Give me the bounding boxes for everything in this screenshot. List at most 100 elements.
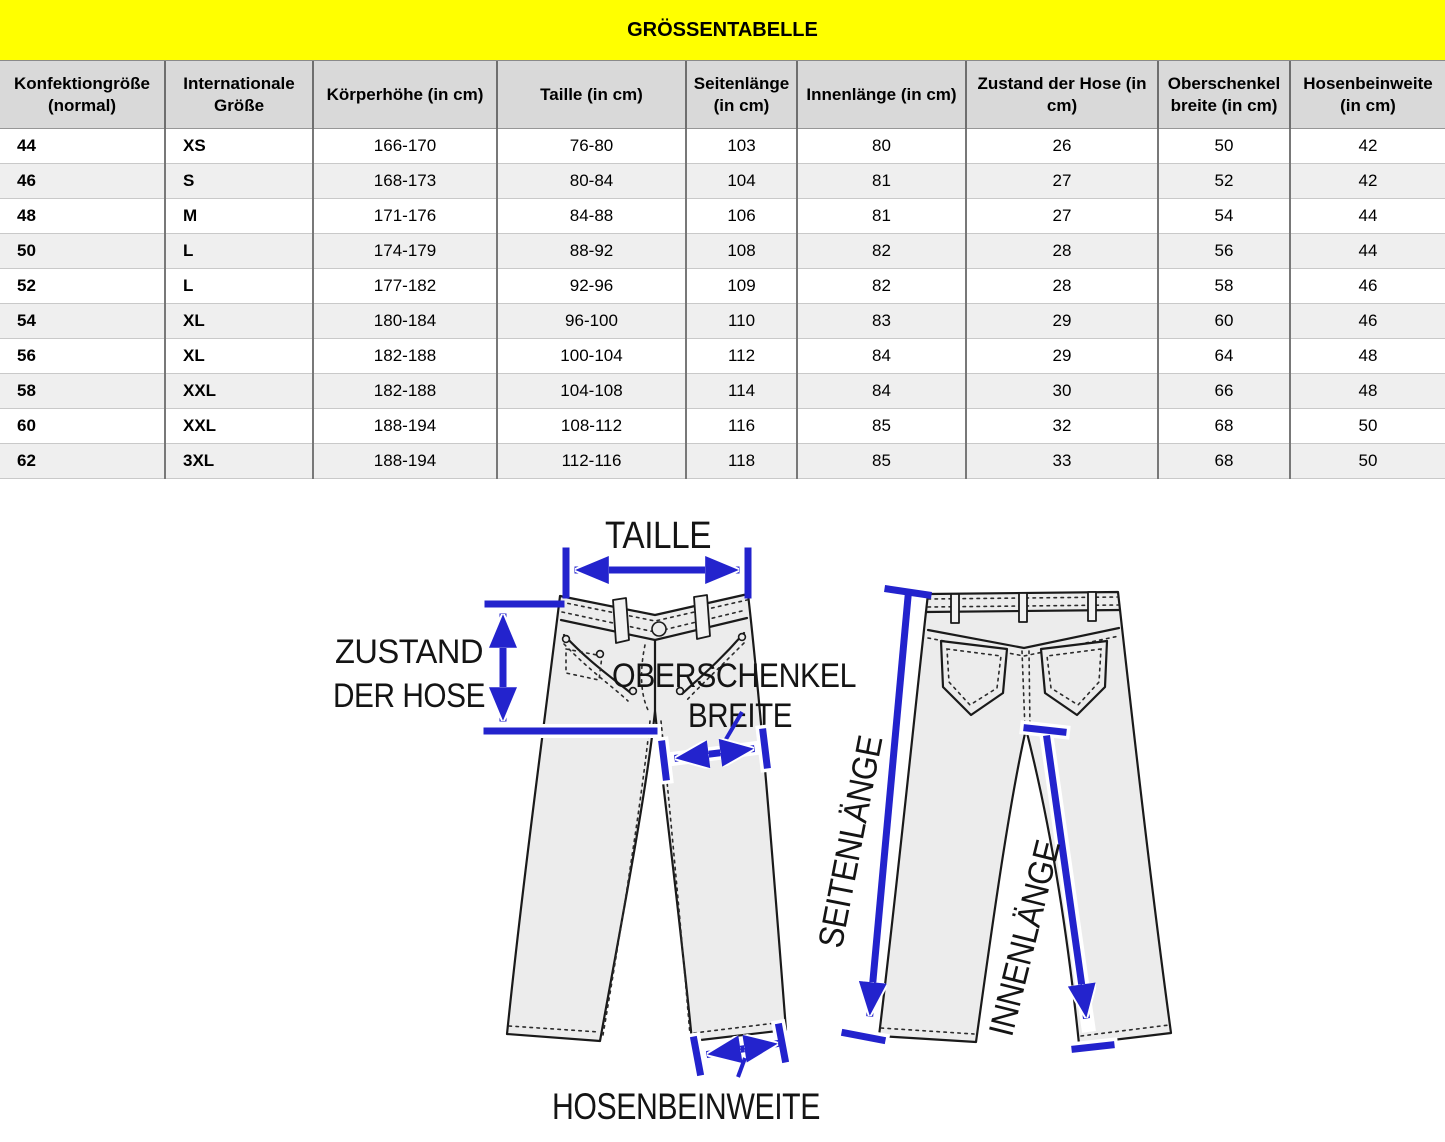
table-cell: 80-84 — [496, 163, 686, 199]
table-cell: 182-188 — [312, 338, 497, 374]
table-cell: XXL — [164, 408, 313, 444]
column-header: Konfektiongröße (normal) — [0, 61, 165, 129]
table-cell: 27 — [965, 198, 1158, 234]
table-cell: 82 — [796, 233, 966, 269]
pants-front-illustration — [505, 592, 788, 1043]
table-cell: 52 — [0, 268, 165, 304]
table-cell: 84 — [796, 338, 966, 374]
oberschenkel-breite-measure: OBERSCHENKEL BREITE — [612, 657, 857, 785]
table-cell: 46 — [1289, 268, 1445, 304]
table-cell: 109 — [685, 268, 797, 304]
table-cell: 56 — [1157, 233, 1290, 269]
table-cell: 112 — [685, 338, 797, 374]
table-cell: 66 — [1157, 373, 1290, 409]
table-cell: 104-108 — [496, 373, 686, 409]
table-cell: 28 — [965, 233, 1158, 269]
zustand-label-line1: ZUSTAND — [335, 633, 483, 671]
table-row: 58 XXL 182-188 104-108 114 84 30 66 48 — [0, 373, 1445, 409]
table-cell: 118 — [685, 443, 797, 479]
table-cell: 82 — [796, 268, 966, 304]
table-cell: 58 — [1157, 268, 1290, 304]
table-cell: 114 — [685, 373, 797, 409]
table-row: 52 L 177-182 92-96 109 82 28 58 46 — [0, 268, 1445, 304]
table-cell: 81 — [796, 198, 966, 234]
table-cell: 52 — [1157, 163, 1290, 199]
table-cell: 46 — [1289, 303, 1445, 339]
table-cell: 50 — [1289, 443, 1445, 479]
table-cell: 88-92 — [496, 233, 686, 269]
table-cell: 54 — [1157, 198, 1290, 234]
column-header: Zustand der Hose (in cm) — [965, 61, 1158, 129]
table-header: Konfektiongröße (normal) Internationale G… — [0, 61, 1445, 129]
table-cell: 108 — [685, 233, 797, 269]
table-cell: 180-184 — [312, 303, 497, 339]
table-cell: 56 — [0, 338, 165, 374]
table-cell: 108-112 — [496, 408, 686, 444]
table-cell: 3XL — [164, 443, 313, 479]
table-cell: 60 — [1157, 303, 1290, 339]
table-cell: 44 — [0, 128, 165, 164]
zustand-der-hose-measure: ZUSTAND DER HOSE — [333, 600, 661, 738]
table-row: 48 M 171-176 84-88 106 81 27 54 44 — [0, 198, 1445, 234]
table-cell: 27 — [965, 163, 1158, 199]
size-table: Konfektiongröße (normal) Internationale G… — [0, 61, 1445, 479]
table-cell: 85 — [796, 443, 966, 479]
table-cell: 42 — [1289, 128, 1445, 164]
table-cell: 50 — [1157, 128, 1290, 164]
table-cell: XS — [164, 128, 313, 164]
table-row: 56 XL 182-188 100-104 112 84 29 64 48 — [0, 338, 1445, 374]
table-cell: 48 — [0, 198, 165, 234]
table-row: 54 XL 180-184 96-100 110 83 29 60 46 — [0, 303, 1445, 339]
table-cell: 76-80 — [496, 128, 686, 164]
table-cell: 48 — [1289, 373, 1445, 409]
page-title: GRÖSSENTABELLE — [627, 18, 818, 41]
table-cell: S — [164, 163, 313, 199]
table-row: 44 XS 166-170 76-80 103 80 26 50 42 — [0, 128, 1445, 164]
oberschenkel-label-line1: OBERSCHENKEL — [612, 657, 856, 695]
table-cell: 50 — [0, 233, 165, 269]
table-cell: 168-173 — [312, 163, 497, 199]
table-cell: M — [164, 198, 313, 234]
table-row: 46 S 168-173 80-84 104 81 27 52 42 — [0, 163, 1445, 199]
table-cell: 174-179 — [312, 233, 497, 269]
table-cell: 30 — [965, 373, 1158, 409]
table-cell: 177-182 — [312, 268, 497, 304]
table-cell: 85 — [796, 408, 966, 444]
table-cell: 58 — [0, 373, 165, 409]
table-cell: 83 — [796, 303, 966, 339]
table-cell: 64 — [1157, 338, 1290, 374]
table-cell: 112-116 — [496, 443, 686, 479]
table-cell: 81 — [796, 163, 966, 199]
table-cell: 171-176 — [312, 198, 497, 234]
measurement-diagram: TAILLE ZUSTAND DER HOSE OBERSCHENKEL BRE… — [333, 515, 1173, 1127]
table-cell: 110 — [685, 303, 797, 339]
zustand-label-line2: DER HOSE — [333, 677, 485, 715]
table-cell: 50 — [1289, 408, 1445, 444]
table-cell: 68 — [1157, 408, 1290, 444]
table-cell: 44 — [1289, 198, 1445, 234]
table-cell: 84 — [796, 373, 966, 409]
table-cell: 32 — [965, 408, 1158, 444]
pants-back-illustration — [877, 590, 1173, 1046]
table-cell: 33 — [965, 443, 1158, 479]
table-cell: 188-194 — [312, 408, 497, 444]
table-cell: 103 — [685, 128, 797, 164]
column-header: Körperhöhe (in cm) — [312, 61, 497, 129]
column-header: Oberschenkel breite (in cm) — [1157, 61, 1290, 129]
table-cell: XXL — [164, 373, 313, 409]
table-row: 60 XXL 188-194 108-112 116 85 32 68 50 — [0, 408, 1445, 444]
table-cell: 60 — [0, 408, 165, 444]
table-cell: L — [164, 233, 313, 269]
table-cell: 182-188 — [312, 373, 497, 409]
table-row: 50 L 174-179 88-92 108 82 28 56 44 — [0, 233, 1445, 269]
table-cell: 62 — [0, 443, 165, 479]
taille-label: TAILLE — [605, 515, 711, 557]
table-cell: 96-100 — [496, 303, 686, 339]
table-cell: 29 — [965, 303, 1158, 339]
table-cell: 46 — [0, 163, 165, 199]
hosenbeinweite-label: HOSENBEINWEITE — [552, 1086, 820, 1127]
table-cell: 100-104 — [496, 338, 686, 374]
table-row: 62 3XL 188-194 112-116 118 85 33 68 50 — [0, 443, 1445, 479]
column-header: Internationale Größe — [164, 61, 313, 129]
table-cell: 68 — [1157, 443, 1290, 479]
